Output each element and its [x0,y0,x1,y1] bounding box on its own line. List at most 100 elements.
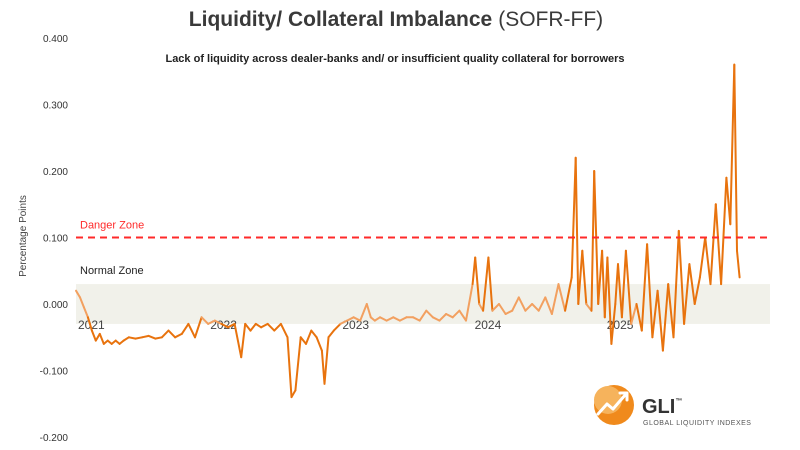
series-segment [154,336,163,340]
series-segment [564,276,573,312]
series-segment [327,329,335,339]
series-segment [365,303,372,319]
series-segment [451,309,461,319]
series-segment [310,329,318,339]
series-segment [590,170,596,312]
series-segment [635,303,643,332]
series-segment [704,236,712,286]
series-segment [570,156,577,279]
series-segment [359,303,368,322]
series-segment [266,322,276,332]
y-tick-label: 0.100 [43,234,68,245]
series-segment [240,322,247,359]
series-segment [720,176,728,286]
series-segment [346,316,355,322]
series-segment [438,313,448,322]
gli-logo: GLI™ GLOBAL LIQUIDITY INDEXES [594,385,751,427]
series-segment [458,309,467,322]
series-segment [127,336,137,340]
gli-logo-mark-inner [594,386,622,414]
y-tick-label: 0.300 [43,101,68,112]
y-tick-labels: 0.400 0.300 0.200 0.100 0.000 -0.100 -0.200 [40,34,69,444]
series-segment [299,336,307,345]
series-segment [624,249,633,325]
series-segment [75,289,81,299]
series-segment [498,303,507,315]
series-segment [693,276,701,305]
series-segment [531,303,540,312]
series-segment [688,263,696,305]
gli-logo-tagline: GLOBAL LIQUIDITY INDEXES [643,420,751,427]
series-segment [431,316,441,322]
series-segment [227,322,236,329]
series-segment [651,289,659,339]
gli-logo-name: GLI [642,396,675,418]
series-segment [550,283,560,315]
series-segment [661,283,670,352]
series-segment [323,336,330,385]
y-tick-label: 0.200 [43,167,68,178]
gli-logo-text: GLI™ [642,396,682,418]
series-segment [332,322,342,332]
y-tick-label: -0.100 [40,367,69,378]
series-segment [504,309,514,315]
series-segment [207,319,216,325]
series-segment [315,336,323,352]
series-segment [709,203,717,286]
series-segment [79,296,85,309]
series-segment [677,229,686,325]
series-segment [220,322,229,329]
series-segment [524,303,534,312]
series-segment [122,336,130,342]
series-segment [294,336,302,392]
x-tick-label: 2021 [78,318,105,332]
series-segment [279,322,289,339]
series-segment [482,256,490,312]
series-segment [698,236,707,279]
y-tick-label: 0.000 [43,300,68,311]
series-segment [339,319,348,325]
y-tick-label: -0.200 [40,433,69,444]
series-segment [544,296,553,315]
x-tick-label: 2023 [342,318,369,332]
series-segment [630,303,638,325]
series-segment [610,303,617,345]
series-segment [167,329,177,339]
series-segment [557,283,567,312]
series-segment [249,322,257,332]
series-segment [286,336,293,399]
series-segment [640,243,649,332]
series-segment [160,329,170,339]
x-tick-label: 2024 [475,318,502,332]
series-segment [445,313,454,319]
series-segment [180,322,190,335]
series-segment [392,316,401,322]
series-segment [260,322,269,329]
y-axis-label: Percentage Points [18,195,29,277]
series-segment [385,316,395,322]
series-segment [474,256,481,305]
series-segment [646,243,654,339]
chart-title: Liquidity/ Collateral Imbalance (SOFR-FF) [189,8,603,31]
series-segment [134,336,144,340]
series-segment [305,329,313,345]
series-segment [254,322,263,329]
series-segment [418,309,428,322]
series-segment [617,263,623,319]
trend-arrow-icon [596,392,628,416]
series-segment [98,332,105,345]
series-segment [290,389,297,399]
series-segment [574,156,580,305]
chart-title-tail: (SOFR-FF) [498,8,603,31]
chart-subtitle: Lack of liquidity across dealer-banks an… [165,53,624,65]
series-segment [90,329,97,342]
series-segment [465,283,474,322]
series-segment [86,316,93,332]
series-segment [174,332,183,339]
series-segment [667,283,675,339]
series-segment [736,249,741,279]
series-segment [606,256,613,345]
series-segment [244,322,252,332]
series-segment [511,296,520,312]
normal-zone-label: Normal Zone [80,265,144,277]
